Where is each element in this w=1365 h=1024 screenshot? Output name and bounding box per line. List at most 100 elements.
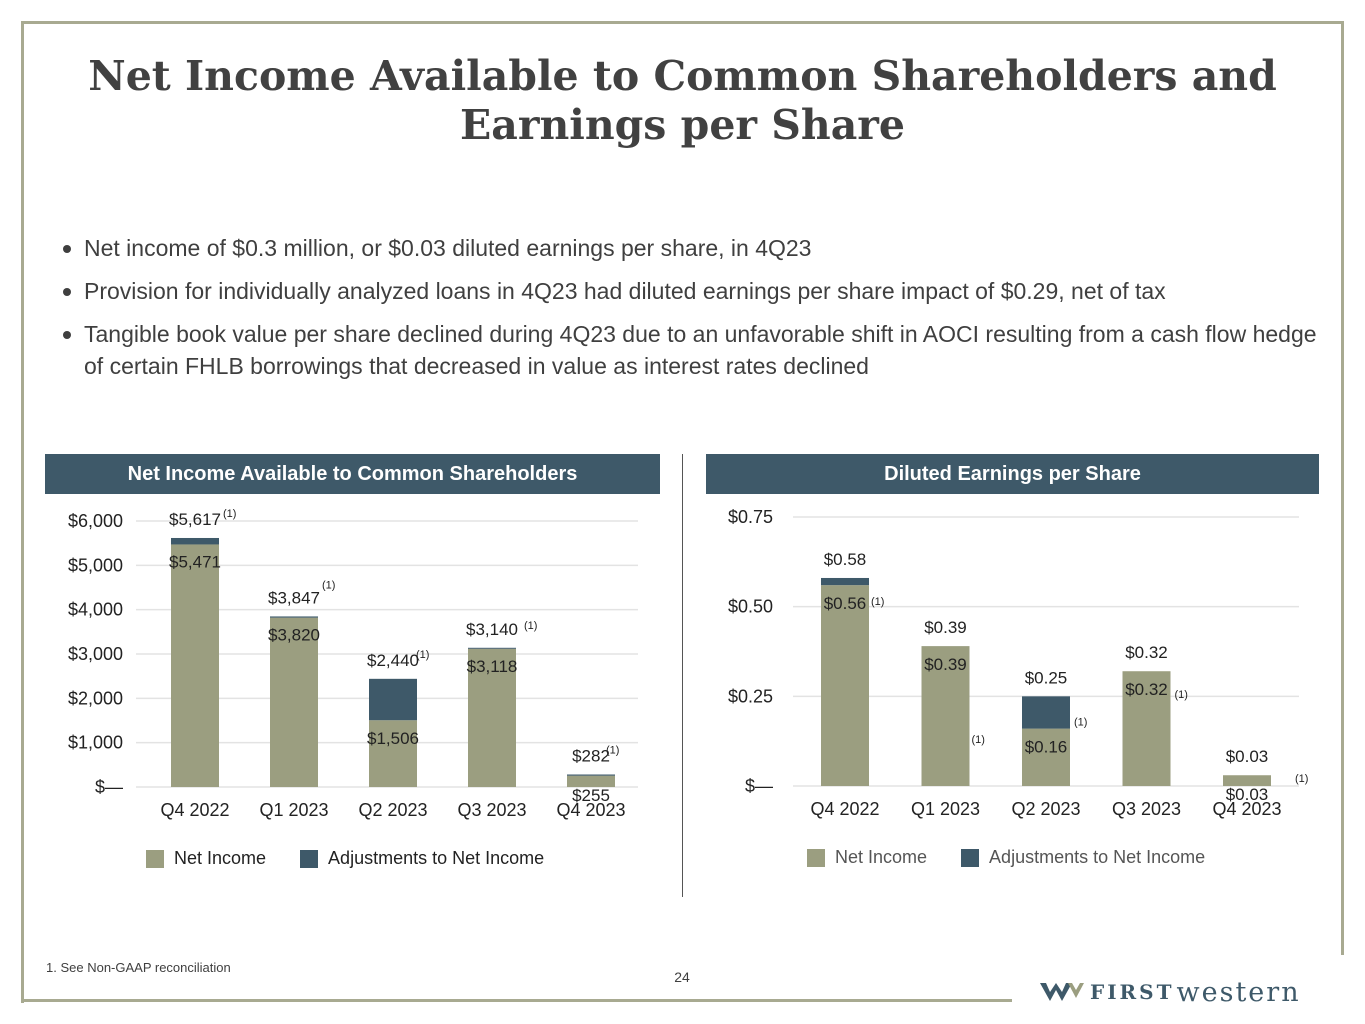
- y-tick-label: $0.50: [728, 597, 773, 617]
- bar-net-income: [567, 775, 615, 787]
- page-number: 24: [674, 969, 690, 985]
- bar-net-income: [468, 648, 516, 787]
- x-tick-label: Q4 2023: [1212, 799, 1281, 819]
- frame-left-border: [21, 21, 24, 1003]
- page-title: Net Income Available to Common Sharehold…: [88, 52, 1277, 149]
- footnote-marker: (1): [223, 508, 236, 520]
- data-label-total: $3,847: [268, 588, 320, 607]
- footnote-marker: (1): [322, 579, 335, 591]
- x-tick-label: Q4 2023: [556, 800, 625, 820]
- footnote-marker: (1): [1175, 689, 1188, 701]
- legend-label: Adjustments to Net Income: [989, 847, 1206, 867]
- logo-first-text: FIRST: [1090, 980, 1175, 1004]
- y-tick-label: $4,000: [68, 600, 123, 620]
- footnote: 1. See Non-GAAP reconciliation: [46, 960, 231, 975]
- bar-net-income: [1223, 775, 1271, 786]
- x-tick-label: Q3 2023: [457, 800, 526, 820]
- x-tick-label: Q1 2023: [259, 800, 328, 820]
- eps-legend: Net Income Adjustments to Net Income: [807, 847, 1239, 868]
- y-tick-label: $0.25: [728, 686, 773, 706]
- bullet-item: Provision for individually analyzed loan…: [58, 275, 1318, 307]
- bullet-text: Tangible book value per share declined d…: [84, 321, 1317, 379]
- legend-swatch-net-income: [807, 848, 825, 867]
- data-label-net-income: $0.39: [924, 655, 967, 674]
- y-tick-label: $5,000: [68, 555, 123, 575]
- net-income-chart-title: Net Income Available to Common Sharehold…: [45, 454, 660, 494]
- eps-chart-title: Diluted Earnings per Share: [706, 454, 1319, 494]
- footnote-marker: (1): [416, 649, 429, 661]
- legend-item-adjustments: Adjustments to Net Income: [961, 847, 1205, 868]
- x-tick-label: Q3 2023: [1112, 799, 1181, 819]
- legend-label: Net Income: [174, 848, 267, 868]
- footnote-marker: (1): [1295, 773, 1308, 785]
- legend-item-net-income: Net Income: [807, 847, 927, 868]
- data-label-total: $3,140: [466, 620, 518, 639]
- bar-adjustment: [821, 577, 869, 586]
- logo-western-text: western: [1176, 976, 1301, 1008]
- bar-net-income: [171, 544, 219, 787]
- data-label-total: $0.32: [1125, 643, 1168, 662]
- bar-adjustment: [468, 647, 516, 649]
- bullet-text: Net income of $0.3 million, or $0.03 dil…: [84, 235, 812, 261]
- footnote-marker: (1): [1074, 716, 1087, 728]
- legend-swatch-adjustments: [300, 849, 319, 868]
- data-label-total: $0.58: [824, 550, 867, 569]
- x-tick-label: Q2 2023: [358, 800, 427, 820]
- data-label-net-income: $5,471: [169, 552, 221, 571]
- eps-chart-svg: $— $0.25 $0.50 $0.75 $0.58 (1) $0.56 Q4 2022 $0.…: [728, 507, 1309, 819]
- y-tick-label: $—: [95, 777, 123, 797]
- legend-label: Adjustments to Net Income: [328, 848, 545, 868]
- company-logo: FIRST western: [1038, 976, 1301, 1008]
- y-tick-label: $3,000: [68, 644, 123, 664]
- y-tick-label: $1,000: [68, 733, 123, 753]
- bullet-list: Net income of $0.3 million, or $0.03 dil…: [58, 232, 1318, 393]
- x-tick-label: Q2 2023: [1011, 799, 1080, 819]
- footnote-marker: (1): [871, 596, 884, 608]
- net-income-chart: $— $1,000 $2,000 $3,000 $4,000 $5,000 $6,000 $5…: [45, 500, 665, 830]
- data-label-net-income: $0.03: [1226, 785, 1269, 804]
- legend-item-net-income: Net Income: [146, 848, 266, 869]
- bar-net-income: [1022, 728, 1070, 786]
- data-label-total: $282: [572, 746, 610, 765]
- x-tick-label: Q1 2023: [911, 799, 980, 819]
- net-income-chart-svg: $— $1,000 $2,000 $3,000 $4,000 $5,000 $6,000 $5…: [68, 508, 638, 820]
- bar-net-income: [921, 646, 970, 786]
- bullet-dot-icon: [63, 331, 71, 339]
- data-label-net-income: $0.56: [824, 594, 867, 613]
- x-tick-label: Q4 2022: [160, 800, 229, 820]
- bullet-item: Tangible book value per share declined d…: [58, 318, 1318, 382]
- eps-chart: $— $0.25 $0.50 $0.75 $0.58 (1) $0.56 Q4 2022 $0.…: [706, 500, 1326, 830]
- bar-net-income: [821, 585, 869, 786]
- data-label-net-income: $0.32: [1125, 680, 1168, 699]
- bullet-item: Net income of $0.3 million, or $0.03 dil…: [58, 232, 1318, 264]
- bar-adjustment: [270, 616, 318, 618]
- frame-top-border: [21, 21, 1344, 24]
- y-tick-label: $2,000: [68, 688, 123, 708]
- footnote-marker: (1): [524, 620, 537, 632]
- frame-bottom-border: [21, 999, 1012, 1002]
- legend-item-adjustments: Adjustments to Net Income: [300, 848, 544, 869]
- bar-adjustment: [369, 678, 417, 721]
- logo-w-icon: [1040, 983, 1084, 1001]
- frame-right-border: [1341, 21, 1344, 955]
- data-label-net-income: $3,820: [268, 626, 320, 645]
- data-label-total: $0.39: [924, 618, 967, 637]
- footnote-marker: (1): [606, 744, 619, 756]
- bar-net-income: [369, 720, 417, 787]
- footnote-marker: (1): [972, 734, 985, 746]
- bar-adjustment: [1022, 696, 1070, 729]
- x-tick-label: Q4 2022: [810, 799, 879, 819]
- y-tick-label: $—: [745, 776, 773, 796]
- bullet-dot-icon: [63, 245, 71, 253]
- bullet-text: Provision for individually analyzed loan…: [84, 278, 1166, 304]
- bullet-dot-icon: [63, 288, 71, 296]
- legend-label: Net Income: [835, 847, 928, 867]
- data-label-net-income: $1,506: [367, 729, 419, 748]
- data-label-net-income: $3,118: [467, 657, 518, 676]
- bar-adjustment: [567, 774, 615, 776]
- data-label-net-income: $255: [572, 786, 610, 805]
- data-label-total: $0.03: [1226, 747, 1269, 766]
- data-label-total: $0.25: [1025, 668, 1068, 687]
- y-tick-label: $0.75: [728, 507, 773, 527]
- net-income-legend: Net Income Adjustments to Net Income: [146, 848, 578, 869]
